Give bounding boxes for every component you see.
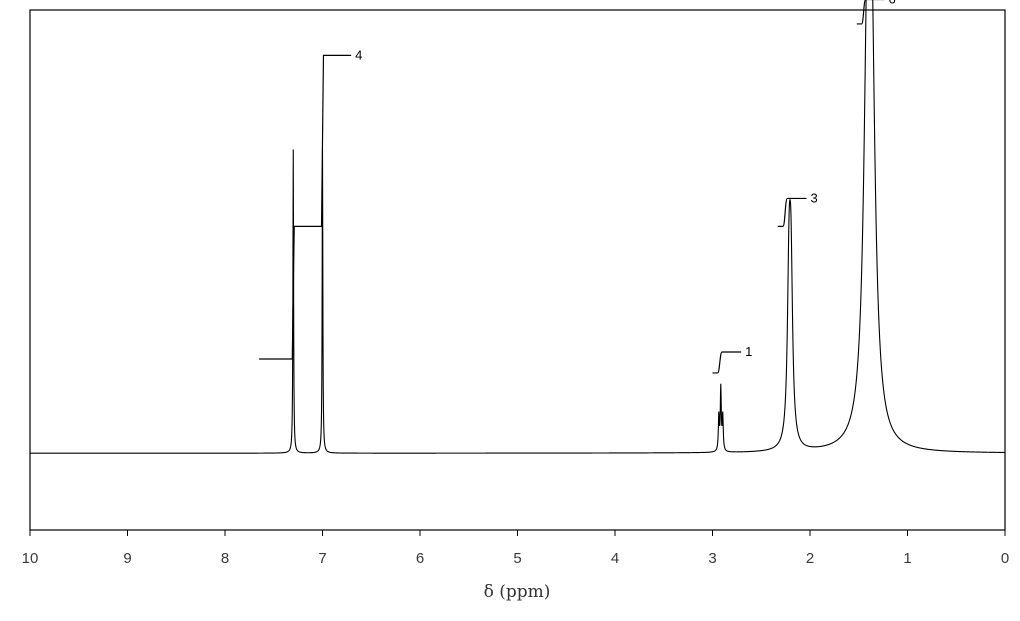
x-axis-tick-labels: 10 9 8 7 6 5 4 3 2 1 0 (22, 550, 1010, 567)
integral-curve-1 (712, 351, 742, 374)
integral-curve-3 (856, 0, 885, 25)
x-tick-label-10: 0 (1001, 550, 1009, 567)
x-axis-ticks (29, 530, 1006, 536)
integral-label-0: 4 (355, 47, 362, 62)
integral-label-3: 6 (888, 0, 895, 7)
integral-curve-2 (777, 197, 807, 227)
x-tick-label-4: 6 (416, 550, 424, 567)
x-tick-label-7: 3 (708, 550, 716, 567)
integral-curves: 4 1 3 6 (259, 0, 896, 374)
x-tick-label-5: 5 (513, 550, 521, 567)
plot-frame (29, 9, 1006, 531)
integral-curve-0 (259, 54, 352, 360)
x-tick-label-1: 9 (123, 550, 131, 567)
x-axis-label: δ (ppm) (484, 582, 551, 602)
x-tick-label-9: 1 (903, 550, 911, 567)
x-tick-label-2: 8 (221, 550, 229, 567)
x-tick-label-3: 7 (318, 550, 326, 567)
x-tick-label-8: 2 (806, 550, 814, 567)
integral-label-2: 3 (810, 190, 817, 205)
x-tick-label-6: 4 (611, 550, 619, 567)
x-tick-label-0: 10 (22, 550, 39, 567)
spectrum-line (30, 0, 1005, 454)
integral-label-1: 1 (745, 344, 752, 359)
